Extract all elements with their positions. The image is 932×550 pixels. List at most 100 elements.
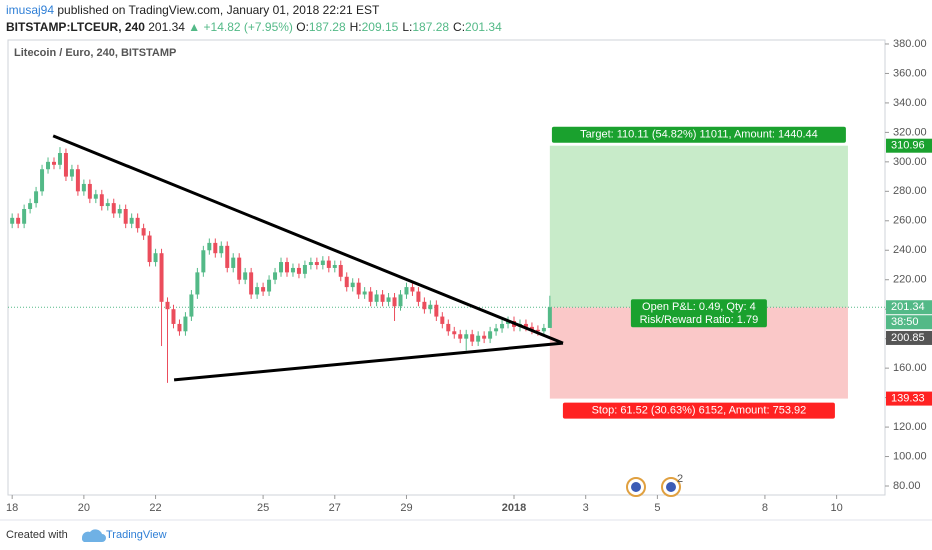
position-label: Open P&L: 0.49, Qty: 4 <box>642 301 756 313</box>
y-tick-label: 360.00 <box>893 67 927 79</box>
candle-body <box>159 253 164 302</box>
candle-body <box>105 203 110 207</box>
candle-body <box>207 242 212 251</box>
candle-body <box>34 191 39 204</box>
y-tick-label: 260.00 <box>893 215 927 227</box>
candle-body <box>338 264 343 277</box>
candle-body <box>225 245 230 268</box>
footer-created: Created with <box>6 529 68 541</box>
x-tick-label: 22 <box>149 502 161 514</box>
candle-body <box>350 282 355 288</box>
candle-body <box>195 272 200 295</box>
ohlc: O:187.28 H:209.15 L:187.28 C:201.34 <box>296 20 506 34</box>
candle-body <box>57 153 62 165</box>
candle-body <box>386 297 391 302</box>
candle-body <box>500 323 505 329</box>
ohlc-key: L: <box>402 20 413 34</box>
candle-body <box>117 209 122 214</box>
candle-body <box>380 294 385 302</box>
candle-body <box>219 245 224 254</box>
candle-body <box>16 217 21 224</box>
price-badge <box>886 300 932 315</box>
candle-body <box>10 217 15 224</box>
position-label: Target: 110.11 (54.82%) 11011, Amount: 1… <box>580 129 818 141</box>
label-bg <box>562 402 835 419</box>
y-tick-label: 280.00 <box>893 185 927 197</box>
y-tick-label: 120.00 <box>893 421 927 433</box>
candle-body <box>422 301 427 310</box>
ohlc-value: 187.28 <box>308 20 346 34</box>
footer-logo <box>81 529 106 542</box>
candle-body <box>273 272 278 280</box>
candle-body <box>428 304 433 310</box>
candle-body <box>410 287 415 292</box>
candle-body <box>147 235 152 263</box>
candle-body <box>541 327 546 332</box>
candle-body <box>326 260 331 268</box>
candle-body <box>99 194 104 207</box>
x-tick-label: 25 <box>257 502 269 514</box>
price-badge-label: 310.96 <box>891 140 925 152</box>
event-count: 2 <box>677 473 683 485</box>
price-badge-label: 201.34 <box>891 301 925 313</box>
candle-body <box>362 291 367 295</box>
candle-body <box>231 257 236 268</box>
candle-body <box>416 291 421 302</box>
candle-body <box>261 287 266 292</box>
candle-body <box>171 309 176 324</box>
candle-body <box>63 153 68 177</box>
candle-body <box>476 335 481 342</box>
candle-body <box>183 316 188 332</box>
candle-body <box>374 294 379 302</box>
event-icon-core <box>631 482 641 492</box>
target-zone <box>549 145 848 308</box>
label-bg <box>551 126 846 143</box>
x-tick-label: 10 <box>830 502 842 514</box>
ohlc-value: 201.34 <box>465 20 502 34</box>
candle-body <box>302 264 307 274</box>
position-label: Stop: 61.52 (30.63%) 6152, Amount: 753.9… <box>592 404 807 416</box>
x-tick-label: 27 <box>329 502 341 514</box>
y-tick-label: 80.00 <box>893 480 921 492</box>
ohlc-key: C: <box>453 20 466 34</box>
price-badge <box>886 138 932 153</box>
y-tick-label: 240.00 <box>893 244 927 256</box>
position-label: Risk/Reward Ratio: 1.79 <box>640 314 759 326</box>
candle-body <box>404 287 409 295</box>
candle-body <box>141 228 146 236</box>
candle-body <box>308 262 313 265</box>
candle-body <box>547 307 552 328</box>
label-bg <box>630 299 767 328</box>
candle-body <box>523 323 528 327</box>
candle-body <box>452 331 457 335</box>
ohlc-value: 209.15 <box>361 20 399 34</box>
ohlc-key: O: <box>296 20 309 34</box>
author[interactable]: imusaj94 <box>6 3 55 17</box>
y-tick-label: 160.00 <box>893 362 927 374</box>
candle-body <box>213 242 218 254</box>
candle-body <box>28 203 33 210</box>
x-tick-label: 29 <box>400 502 412 514</box>
footer-brand[interactable]: TradingView <box>106 529 167 541</box>
price-badge-label: 38:50 <box>891 316 919 328</box>
candle-body <box>535 329 540 332</box>
candle-body <box>470 334 475 342</box>
x-tick-label: 8 <box>762 502 768 514</box>
candle-body <box>482 335 487 339</box>
candle-body <box>398 294 403 307</box>
y-tick-label: 340.00 <box>893 97 927 109</box>
candle-body <box>446 323 451 332</box>
candle-body <box>22 209 27 224</box>
candle-body <box>320 260 325 265</box>
published: published on TradingView.com, January 01… <box>57 3 380 17</box>
candle-body <box>506 320 511 324</box>
x-tick-label: 3 <box>583 502 589 514</box>
candle-body <box>255 287 260 295</box>
header-line: imusaj94 published on TradingView.com, J… <box>6 3 379 17</box>
candle-body <box>81 183 86 192</box>
candle-body <box>296 267 301 274</box>
candle-body <box>129 217 134 224</box>
candle-body <box>458 334 463 339</box>
